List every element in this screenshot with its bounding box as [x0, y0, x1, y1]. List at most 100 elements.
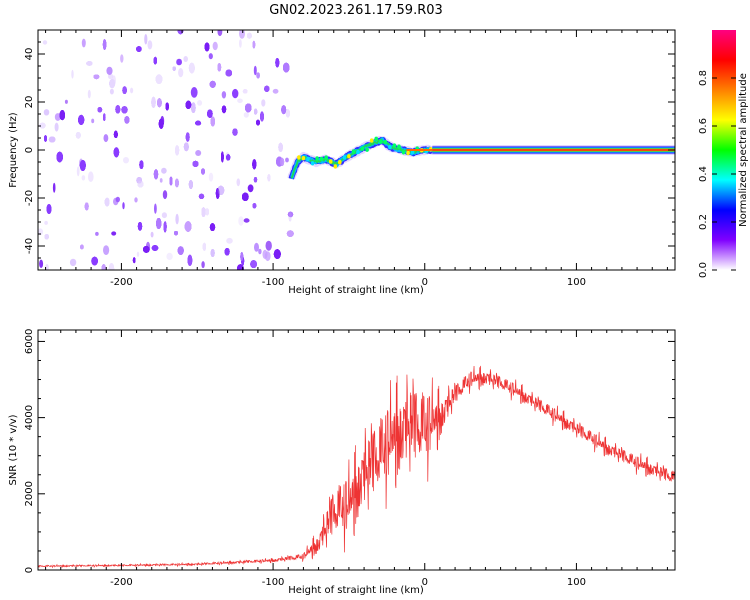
- noise-blob: [232, 128, 238, 136]
- noise-blob: [209, 80, 216, 88]
- noise-blob: [183, 56, 188, 62]
- noise-blob: [177, 246, 184, 255]
- noise-blob: [237, 98, 243, 104]
- noise-blob: [285, 109, 290, 118]
- signal-speck: [406, 150, 410, 156]
- steady-signal: [406, 145, 675, 155]
- x-tick-label: 0: [422, 277, 428, 288]
- noise-blob: [159, 178, 163, 183]
- noise-blob: [217, 30, 223, 37]
- x-tick-label: 100: [567, 277, 586, 288]
- noise-blob: [143, 246, 150, 253]
- colorbar-tick-label: 0.6: [698, 118, 709, 134]
- noise-blob: [139, 160, 144, 169]
- noise-blob: [154, 203, 157, 214]
- noise-blob: [42, 40, 48, 45]
- noise-blob: [176, 58, 183, 66]
- y-tick-label: 4000: [24, 405, 35, 430]
- noise-blob: [113, 130, 118, 138]
- noise-blob: [185, 100, 192, 109]
- snr-background: [38, 330, 675, 570]
- signal-speck: [306, 156, 310, 162]
- noise-blob: [137, 222, 143, 231]
- noise-blob: [225, 69, 232, 77]
- y-tick-label: 40: [24, 48, 35, 61]
- noise-blob: [175, 178, 179, 188]
- noise-blob: [260, 111, 264, 122]
- x-tick-label: -200: [110, 277, 133, 288]
- noise-blob: [191, 102, 196, 113]
- noise-blob: [88, 171, 94, 182]
- noise-blob: [108, 73, 114, 80]
- signal-speck: [324, 155, 329, 160]
- signal-speck: [301, 156, 306, 161]
- noise-blob: [283, 62, 290, 73]
- noise-blob: [204, 42, 210, 52]
- noise-blob: [39, 122, 46, 129]
- noise-blob: [78, 114, 85, 125]
- noise-blob: [208, 53, 213, 60]
- noise-blob: [103, 113, 106, 121]
- noise-blob: [183, 142, 189, 152]
- noise-blob: [155, 74, 163, 84]
- signal-speck: [388, 145, 392, 150]
- noise-blob: [226, 237, 233, 244]
- signal-speck: [347, 154, 351, 159]
- noise-blob: [286, 230, 294, 237]
- noise-region: [38, 30, 294, 270]
- noise-blob: [52, 182, 56, 193]
- noise-blob: [278, 142, 283, 152]
- signal-speck: [315, 156, 319, 161]
- noise-blob: [275, 58, 280, 68]
- signal-speck: [338, 160, 342, 165]
- colorbar-tick-label: 0.0: [698, 262, 709, 278]
- noise-blob: [111, 231, 117, 236]
- noise-blob: [239, 30, 245, 39]
- noise-blob: [38, 228, 44, 236]
- colorbar-tick-label: 0.8: [698, 70, 709, 86]
- noise-blob: [221, 151, 224, 163]
- noise-blob: [243, 218, 250, 223]
- noise-blob: [236, 178, 241, 187]
- noise-blob: [254, 108, 258, 115]
- noise-blob: [120, 54, 124, 63]
- noise-blob: [151, 245, 159, 251]
- noise-blob: [153, 56, 157, 65]
- noise-blob: [76, 166, 80, 177]
- noise-blob: [87, 89, 91, 99]
- x-tick-label: -100: [262, 577, 285, 588]
- signal-speck: [410, 150, 415, 155]
- noise-blob: [103, 245, 110, 256]
- noise-blob: [71, 69, 74, 79]
- noise-blob: [54, 113, 61, 121]
- noise-blob: [280, 157, 285, 166]
- noise-blob: [239, 39, 242, 48]
- snr-content: [38, 365, 675, 569]
- noise-blob: [103, 134, 109, 143]
- noise-blob: [262, 249, 268, 259]
- noise-blob: [273, 249, 281, 259]
- noise-blob: [162, 190, 168, 200]
- noise-blob: [253, 65, 257, 76]
- colorbar-ramp: [712, 30, 736, 270]
- noise-blob: [209, 223, 216, 232]
- signal-speck: [319, 156, 324, 162]
- noise-blob: [163, 221, 167, 233]
- noise-blob: [272, 88, 279, 94]
- x-tick-label: 100: [567, 577, 586, 588]
- noise-blob: [245, 103, 252, 113]
- noise-blob: [46, 204, 52, 214]
- signal-speck: [392, 143, 397, 148]
- noise-blob: [101, 264, 106, 270]
- colorbar: 0.0 0.2 0.4 0.6 0.8 Normalized spectral ampl…: [698, 30, 749, 278]
- noise-blob: [188, 180, 193, 189]
- y-tick-label: 0: [24, 567, 35, 573]
- noise-blob: [97, 107, 103, 113]
- noise-blob: [134, 197, 138, 203]
- noise-blob: [158, 118, 164, 129]
- noise-blob: [202, 242, 206, 251]
- signal-speck: [351, 149, 356, 154]
- noise-blob: [238, 216, 244, 226]
- signal-speck: [397, 144, 401, 149]
